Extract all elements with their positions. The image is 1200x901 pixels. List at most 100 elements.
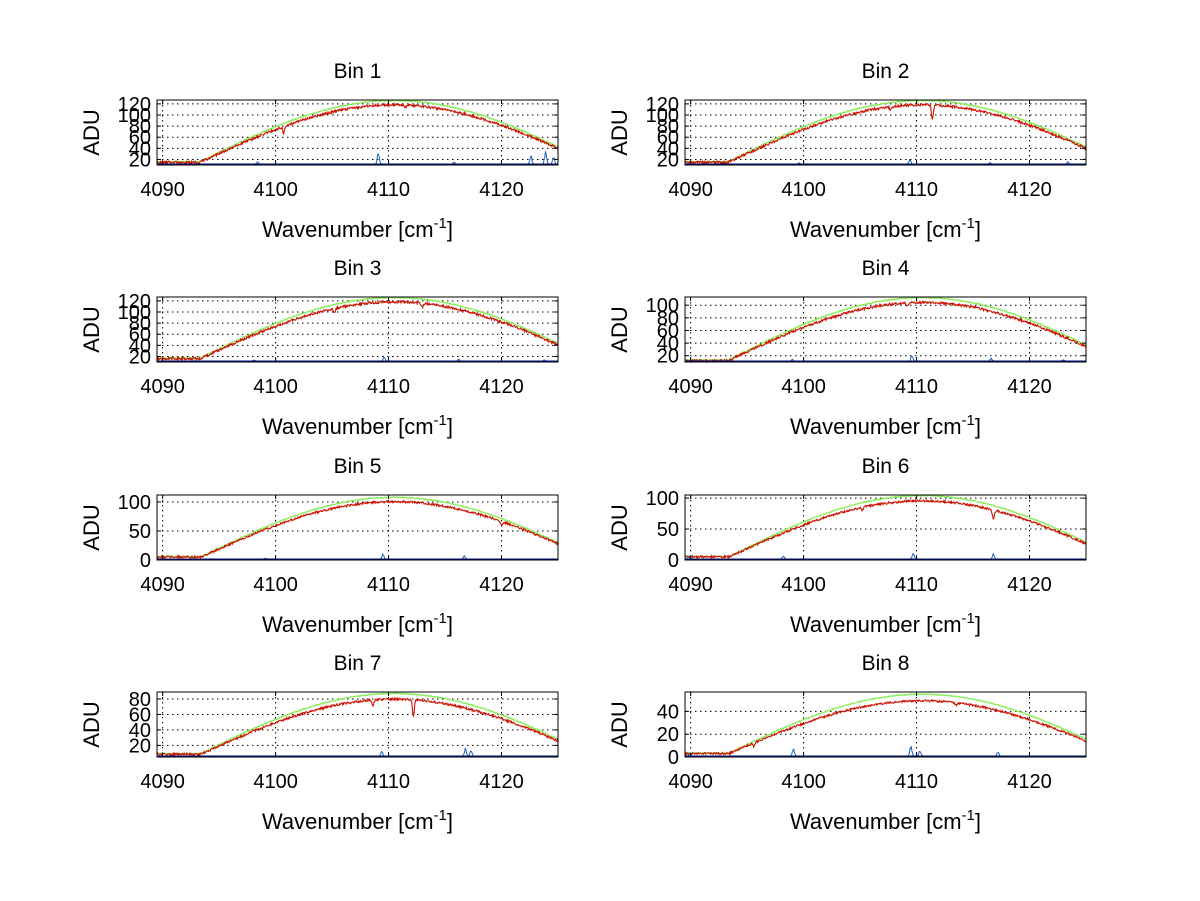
axes-box xyxy=(156,691,559,758)
x-axis-label: Wavenumber [cm-1] xyxy=(790,412,981,439)
x-tick-label: 4120 xyxy=(479,574,524,596)
x-tick-label: 4090 xyxy=(668,376,713,398)
x-tick-label: 4110 xyxy=(895,771,938,793)
y-tick-label: 100 xyxy=(646,105,679,127)
x-tick-label: 4120 xyxy=(1007,771,1052,793)
y-tick-label: 60 xyxy=(657,320,679,342)
y-tick-label: 80 xyxy=(129,313,151,335)
series-line-green xyxy=(684,693,1087,755)
axes-box xyxy=(156,296,559,363)
y-axis-label: ADU xyxy=(79,306,104,352)
x-tick-label: 4120 xyxy=(479,376,524,398)
x-tick-label: 4090 xyxy=(140,771,185,793)
series-line-green xyxy=(156,99,559,164)
y-axis-label: ADU xyxy=(79,109,104,155)
x-tick-label: 4110 xyxy=(367,771,410,793)
x-tick-label: 4120 xyxy=(479,771,524,793)
y-tick-label: 120 xyxy=(646,94,679,116)
y-tick-label: 20 xyxy=(657,346,679,368)
y-tick-label: 100 xyxy=(646,488,679,510)
axes-box xyxy=(684,691,1087,758)
y-tick-label: 20 xyxy=(129,735,151,757)
x-tick-label: 4110 xyxy=(895,376,938,398)
y-tick-label: 100 xyxy=(646,295,679,317)
axes-box xyxy=(684,296,1087,363)
y-tick-label: 20 xyxy=(129,346,151,368)
x-axis-label: Wavenumber [cm-1] xyxy=(262,610,453,637)
series-line-red xyxy=(684,498,1087,560)
x-tick-label: 4100 xyxy=(253,771,298,793)
x-tick-label: 4100 xyxy=(253,574,298,596)
series-line-red xyxy=(156,299,559,362)
x-axis-label-close: ] xyxy=(447,217,453,242)
axes-box xyxy=(684,99,1087,166)
y-axis-label: ADU xyxy=(607,306,632,352)
x-axis-label-text: Wavenumber [cm xyxy=(262,414,434,439)
y-tick-label: 0 xyxy=(668,747,679,769)
y-tick-label: 20 xyxy=(657,724,679,746)
y-tick-label: 40 xyxy=(129,720,151,742)
x-axis-label-superscript: -1 xyxy=(962,412,975,429)
chart-title: Bin 1 xyxy=(334,60,382,83)
y-tick-label: 20 xyxy=(129,149,151,171)
chart-title: Bin 7 xyxy=(334,652,382,675)
chart-panel: Bin 6 4090 4100 4110 4120 0 50 100 ADU Wavenumber… xyxy=(607,455,1087,637)
x-axis-label-superscript: -1 xyxy=(434,807,447,824)
x-axis-label-text: Wavenumber [cm xyxy=(790,414,962,439)
x-tick-label: 4090 xyxy=(140,574,185,596)
x-tick-label: 4110 xyxy=(367,574,410,596)
y-tick-label: 40 xyxy=(129,335,151,357)
x-tick-label: 4090 xyxy=(668,574,713,596)
y-tick-label: 60 xyxy=(129,324,151,346)
y-tick-label: 0 xyxy=(140,550,151,572)
x-tick-label: 4100 xyxy=(781,574,826,596)
x-tick-label: 4120 xyxy=(1007,376,1052,398)
series-line-green xyxy=(685,99,1087,163)
x-tick-label: 4090 xyxy=(668,179,713,201)
x-tick-label: 4120 xyxy=(1007,179,1052,201)
series-line-red xyxy=(684,699,1087,756)
y-tick-label: 50 xyxy=(657,519,679,541)
y-tick-label: 80 xyxy=(129,116,151,138)
x-axis-label-superscript: -1 xyxy=(962,807,975,824)
series-line-red xyxy=(684,102,1087,166)
x-axis-label-close: ] xyxy=(447,414,453,439)
x-axis-label-close: ] xyxy=(975,217,981,242)
series-line-red xyxy=(684,299,1087,364)
x-axis-label-superscript: -1 xyxy=(434,610,447,627)
y-tick-label: 40 xyxy=(129,138,151,160)
x-axis-label-close: ] xyxy=(447,809,453,834)
x-tick-label: 4120 xyxy=(1007,574,1052,596)
y-tick-label: 60 xyxy=(129,704,151,726)
x-tick-label: 4110 xyxy=(895,179,938,201)
y-tick-label: 100 xyxy=(118,302,151,324)
y-axis-label: ADU xyxy=(607,504,632,550)
chart-panel: Bin 5 4090 4100 4110 4120 0 50 100 ADU Wavenumber… xyxy=(79,455,559,637)
x-tick-label: 4100 xyxy=(781,771,826,793)
y-tick-label: 40 xyxy=(657,333,679,355)
y-axis-label: ADU xyxy=(79,701,104,747)
y-tick-label: 60 xyxy=(657,127,679,149)
x-tick-label: 4110 xyxy=(367,179,410,201)
series-line-red xyxy=(156,101,559,165)
x-axis-label-superscript: -1 xyxy=(962,215,975,232)
y-tick-label: 40 xyxy=(657,138,679,160)
x-tick-label: 4110 xyxy=(895,574,938,596)
series-line-green xyxy=(156,496,558,558)
y-tick-label: 60 xyxy=(129,127,151,149)
y-tick-label: 80 xyxy=(657,116,679,138)
y-tick-label: 50 xyxy=(129,521,151,543)
y-tick-label: 80 xyxy=(657,308,679,330)
series-line-red xyxy=(156,499,559,560)
chart-title: Bin 8 xyxy=(862,652,910,675)
x-axis-label-close: ] xyxy=(975,809,981,834)
x-axis-label-superscript: -1 xyxy=(962,610,975,627)
x-tick-label: 4100 xyxy=(253,376,298,398)
x-tick-label: 4090 xyxy=(140,179,185,201)
y-tick-label: 120 xyxy=(118,94,151,116)
x-axis-label-text: Wavenumber [cm xyxy=(262,217,434,242)
x-tick-label: 4100 xyxy=(781,376,826,398)
